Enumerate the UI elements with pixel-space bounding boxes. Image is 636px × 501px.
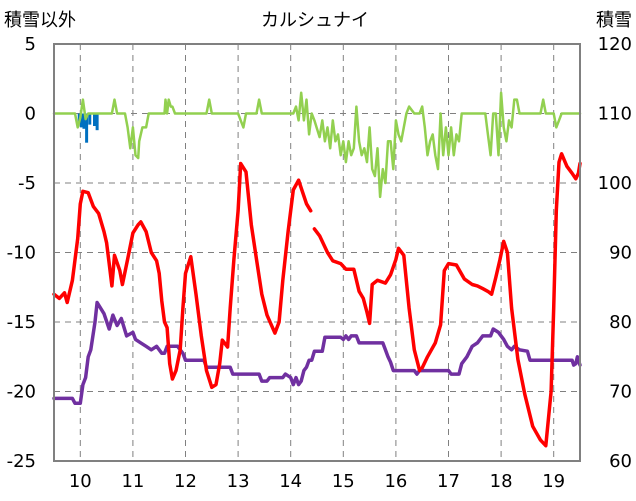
precip-bar	[82, 113, 86, 129]
precip-bar	[85, 113, 89, 143]
y-left-tick: -20	[7, 382, 36, 403]
x-tick: 17	[437, 471, 460, 492]
x-tick: 18	[490, 471, 513, 492]
y-left-tick: -15	[7, 312, 36, 333]
series-layer	[52, 91, 582, 448]
temperature-line	[52, 161, 313, 390]
x-tick: 16	[384, 471, 407, 492]
x-tick: 19	[542, 471, 565, 492]
wind-line	[52, 91, 582, 199]
y-left-tick: 0	[25, 104, 36, 125]
x-tick: 14	[279, 471, 302, 492]
y-right-tick: 120	[598, 34, 632, 55]
chart-title: カルシュナイ	[261, 10, 369, 31]
x-tick: 15	[332, 471, 355, 492]
y-right-tick: 100	[598, 173, 632, 194]
y-right-tick: 110	[598, 104, 632, 125]
temperature-line	[420, 152, 582, 448]
precip-bar	[95, 113, 99, 131]
y-right-tick: 80	[609, 312, 632, 333]
x-tick: 12	[174, 471, 197, 492]
y-left-tick: -25	[7, 451, 36, 472]
precip-bar	[79, 113, 83, 128]
temperature-line	[312, 227, 422, 373]
y-left-tick: -5	[18, 173, 36, 194]
tick-layer: 5 0 -5 -10 -15 -20 -25 120 110 100 90 80 70 60 10 11 12 1…	[7, 34, 632, 492]
snow_depth-line	[52, 300, 582, 406]
precip-bar	[93, 113, 97, 127]
precip-bar	[88, 113, 92, 125]
y-left-label: 積雪以外	[4, 10, 76, 31]
x-tick: 11	[121, 471, 144, 492]
plot-frame	[53, 43, 581, 462]
y-right-tick: 90	[609, 243, 632, 264]
y-left-tick: 5	[25, 34, 36, 55]
x-tick: 13	[227, 471, 250, 492]
y-right-tick: 60	[609, 451, 632, 472]
x-tick: 10	[69, 471, 92, 492]
y-left-tick: -10	[7, 243, 36, 264]
y-right-tick: 70	[609, 382, 632, 403]
y-right-label: 積雪	[596, 10, 632, 31]
